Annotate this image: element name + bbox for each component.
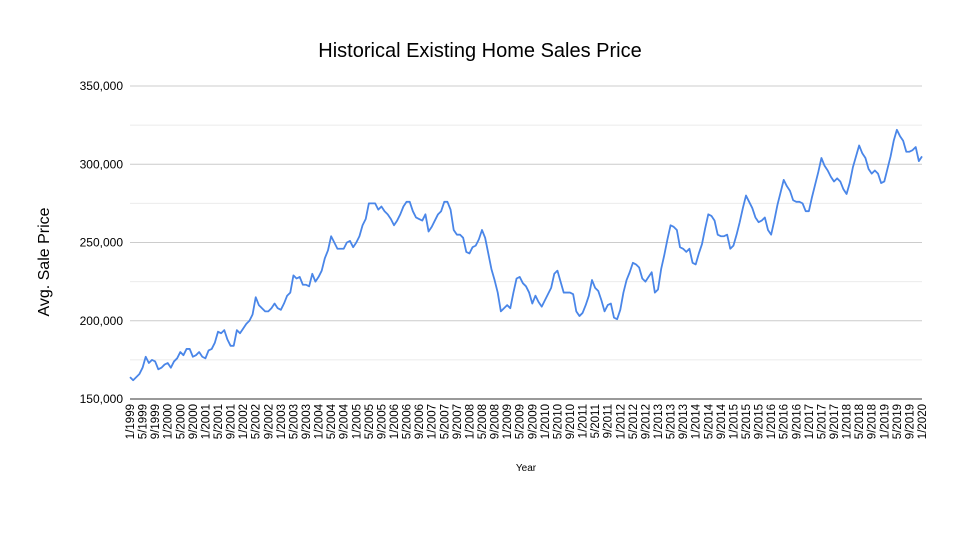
x-tick-label: 5/2002: [251, 404, 263, 439]
series-line: [129, 128, 923, 382]
chart-title: Historical Existing Home Sales Price: [318, 40, 641, 62]
x-tick-label: 9/2007: [452, 404, 464, 439]
x-tick-label: 1/2002: [238, 404, 250, 439]
x-tick-label: 1/2000: [163, 404, 175, 439]
x-tick-label: 1/2005: [351, 404, 363, 439]
x-tick-label: 1/2010: [540, 404, 552, 439]
x-tick-label: 5/2005: [364, 404, 376, 439]
x-tick-label: 1/2016: [766, 404, 778, 439]
x-tick-label: 1/2014: [691, 403, 703, 439]
x-tick-label: 5/2001: [213, 404, 225, 439]
x-tick-label: 9/2010: [565, 404, 577, 439]
x-tick-label: 5/2013: [666, 404, 678, 439]
x-tick-label: 5/2015: [741, 404, 753, 439]
x-tick-label: 1/1999: [125, 404, 137, 439]
y-tick-label: 300,000: [80, 157, 124, 171]
y-tick-label: 150,000: [80, 392, 124, 406]
x-tick-label: 9/2015: [754, 404, 766, 439]
x-tick-label: 9/2002: [263, 404, 275, 439]
x-tick-label: 5/2009: [515, 404, 527, 439]
x-tick-label: 5/2003: [288, 404, 300, 439]
x-tick-label: 1/2015: [728, 404, 740, 439]
x-tick-label: 9/2012: [640, 404, 652, 439]
x-tick-label: 9/2011: [603, 404, 615, 438]
x-tick-label: 1/2004: [314, 403, 326, 439]
x-tick-label: 5/2017: [816, 404, 828, 439]
x-tick-label: 9/2016: [791, 404, 803, 439]
x-tick-label: 5/2011: [590, 404, 602, 438]
x-tick-label: 9/2004: [339, 403, 351, 439]
x-tick-label: 9/2019: [904, 404, 916, 439]
x-tick-label: 1/2001: [200, 404, 212, 439]
x-tick-label: 1/2018: [842, 404, 854, 439]
x-tick-label: 9/2005: [376, 404, 388, 439]
x-tick-label: 9/2008: [490, 404, 502, 439]
x-tick-label: 5/1999: [138, 404, 150, 439]
x-tick-label: 9/2017: [829, 404, 841, 439]
x-tick-label: 5/2019: [892, 404, 904, 439]
x-tick-label: 9/2018: [867, 404, 879, 439]
x-tick-label: 1/2017: [804, 404, 816, 439]
y-tick-label: 250,000: [80, 236, 124, 250]
x-tick-label: 1/2011: [578, 404, 590, 438]
x-tick-label: 1/2006: [389, 404, 401, 439]
x-tick-label: 1/2012: [615, 404, 627, 439]
y-tick-label: 350,000: [80, 79, 124, 93]
x-tick-label: 5/2016: [779, 404, 791, 439]
x-tick-label: 1/2009: [502, 404, 514, 439]
x-tick-label: 9/2013: [678, 404, 690, 439]
x-tick-label: 5/2004: [326, 403, 338, 439]
gridlines: [130, 85, 922, 361]
x-tick-label: 5/2014: [703, 403, 715, 439]
x-tick-label: 9/2003: [301, 404, 313, 439]
x-tick-label: 5/2010: [552, 404, 564, 439]
x-tick-label: 1/2007: [427, 404, 439, 439]
x-tick-label: 5/2018: [854, 404, 866, 439]
y-axis-label: Avg. Sale Price: [36, 207, 53, 316]
x-tick-label: 9/2000: [188, 404, 200, 439]
x-tick-label: 9/2001: [226, 404, 238, 439]
y-tick-label: 200,000: [80, 314, 124, 328]
x-tick-label: 5/2007: [439, 404, 451, 439]
x-axis-ticks: 1/1999 5/1999 9/1999 1/2000 5/2000 9/2000 1/20…: [125, 403, 929, 439]
y-axis-ticks: 150,000 200,000 250,000 300,000 350,000: [80, 79, 124, 406]
x-axis-label: Year: [516, 463, 537, 474]
x-tick-label: 5/2008: [477, 404, 489, 439]
x-tick-label: 5/2012: [628, 404, 640, 439]
x-tick-label: 9/1999: [150, 404, 162, 439]
x-tick-label: 5/2006: [402, 404, 414, 439]
x-tick-label: 1/2019: [879, 404, 891, 439]
x-tick-label: 5/2000: [175, 404, 187, 439]
x-tick-label: 1/2003: [276, 404, 288, 439]
x-tick-label: 1/2020: [917, 404, 929, 439]
x-tick-label: 9/2006: [414, 404, 426, 439]
x-tick-label: 9/2014: [716, 403, 728, 439]
x-tick-label: 9/2009: [527, 404, 539, 439]
x-tick-label: 1/2013: [653, 404, 665, 439]
x-tick-label: 1/2008: [464, 404, 476, 439]
